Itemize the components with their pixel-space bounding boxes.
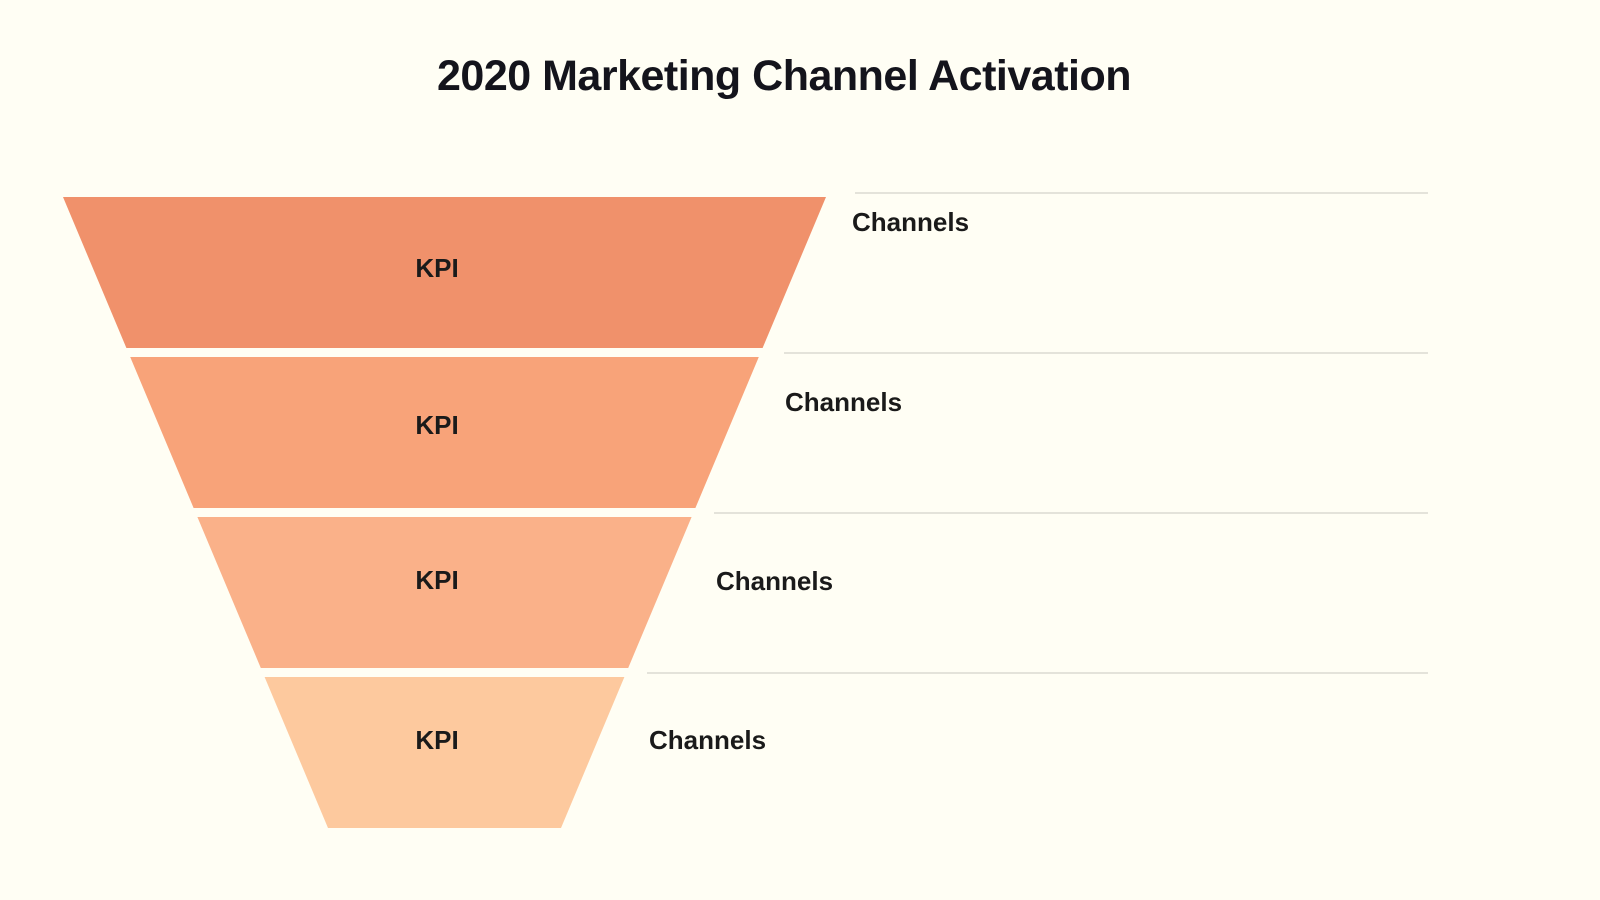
kpi-label-4: KPI xyxy=(415,725,458,755)
kpi-label-3: KPI xyxy=(415,565,458,595)
kpi-label-1: KPI xyxy=(415,253,458,283)
funnel-stage-4 xyxy=(264,677,625,828)
kpi-label-2: KPI xyxy=(415,410,458,440)
funnel-stage-3 xyxy=(197,517,692,668)
channels-label-3: Channels xyxy=(716,566,833,596)
channels-label-2: Channels xyxy=(785,387,902,417)
chart-title: 2020 Marketing Channel Activation xyxy=(437,52,1132,100)
funnel-stage-2 xyxy=(130,357,759,508)
channels-label-1: Channels xyxy=(852,207,969,237)
channels-label-4: Channels xyxy=(649,725,766,755)
funnel-stage-1 xyxy=(63,197,826,348)
